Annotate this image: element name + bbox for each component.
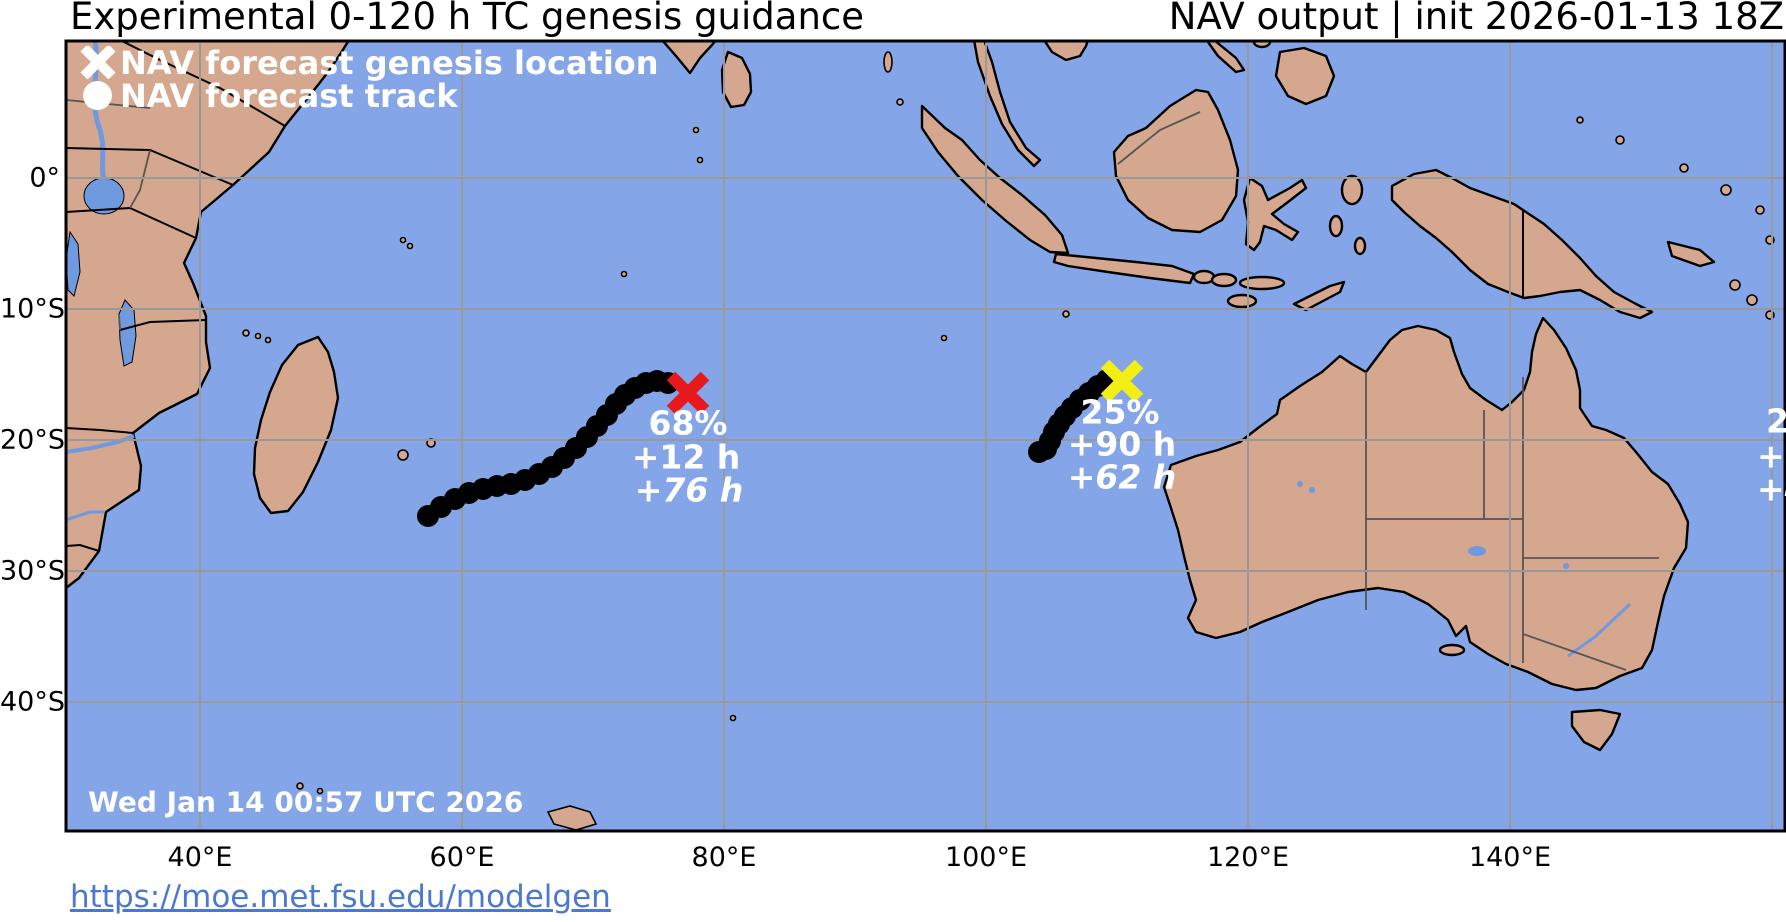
creation-timestamp: Wed Jan 14 00:57 UTC 2026 xyxy=(88,785,524,819)
sumba xyxy=(1226,293,1258,309)
map-border xyxy=(64,39,1786,833)
model-init-title: NAV output | init 2026-01-13 18Z xyxy=(1168,0,1784,38)
buru xyxy=(1328,214,1344,238)
lon-tick-label: 100°E xyxy=(944,842,1028,873)
madagascar xyxy=(252,335,340,515)
lon-tick-label: 80°E xyxy=(691,842,757,873)
lat-tick-label: 0° xyxy=(29,162,60,194)
track-label: +4 xyxy=(1757,469,1786,509)
sumbawa xyxy=(1210,272,1238,288)
java xyxy=(1052,252,1196,285)
tasmania xyxy=(1570,708,1622,752)
track-label: +90 h xyxy=(1067,424,1177,464)
track-label: + xyxy=(1757,436,1785,476)
legend: NAV forecast genesis location NAV foreca… xyxy=(80,43,659,115)
new-britain xyxy=(1666,240,1716,268)
legend-track-label: NAV forecast track xyxy=(120,76,458,115)
lon-tick-label: 120°E xyxy=(1206,842,1290,873)
legend-genesis-row: NAV forecast genesis location xyxy=(80,43,659,82)
india-tip xyxy=(660,40,718,75)
track-label: 68% xyxy=(648,403,728,443)
figure-title: Experimental 0-120 h TC genesis guidance xyxy=(70,0,865,38)
track-label: +62 h xyxy=(1067,457,1177,497)
graticule-gridlines xyxy=(66,40,1786,832)
borneo xyxy=(1112,88,1240,234)
dot-marker-icon xyxy=(80,79,120,112)
modelgen-link[interactable]: https://moe.met.fsu.edu/modelgen xyxy=(70,879,611,915)
sulawesi xyxy=(1242,176,1308,252)
small-islands xyxy=(242,51,1775,831)
legend-track-row: NAV forecast track xyxy=(80,76,659,115)
halmahera xyxy=(1340,174,1364,206)
lon-tick-label: 40°E xyxy=(167,842,233,873)
genesis-x-marker xyxy=(666,371,710,415)
sri-lanka xyxy=(720,50,753,109)
lat-tick-label: 20°S xyxy=(0,424,65,456)
landmasses xyxy=(66,40,1716,752)
legend-genesis-label: NAV forecast genesis location xyxy=(120,43,659,82)
sumatra xyxy=(920,104,1070,255)
lon-tick-label: 140°E xyxy=(1468,842,1552,873)
lakes-rivers xyxy=(66,40,1632,658)
mindanao xyxy=(1274,46,1336,106)
lat-tick-label: 40°S xyxy=(0,686,65,718)
flores xyxy=(1238,275,1286,291)
lat-tick-label: 30°S xyxy=(0,555,65,587)
forecast-track-layer xyxy=(417,359,1144,527)
x-marker-icon xyxy=(80,46,120,79)
kangaroo-island xyxy=(1438,643,1466,657)
genesis-x-marker xyxy=(1100,359,1144,403)
track-label: +12 h xyxy=(631,437,741,477)
indochina-coast xyxy=(1042,40,1090,62)
lat-tick-label: 10°S xyxy=(0,293,65,325)
seram xyxy=(1353,236,1367,256)
track-label: +76 h xyxy=(634,470,744,510)
track-label: 2 xyxy=(1766,401,1786,441)
country-borders xyxy=(66,40,1524,552)
lon-tick-label: 60°E xyxy=(429,842,495,873)
malay-peninsula xyxy=(972,40,1042,168)
track-label: 25% xyxy=(1080,392,1160,432)
australia xyxy=(1162,316,1690,692)
